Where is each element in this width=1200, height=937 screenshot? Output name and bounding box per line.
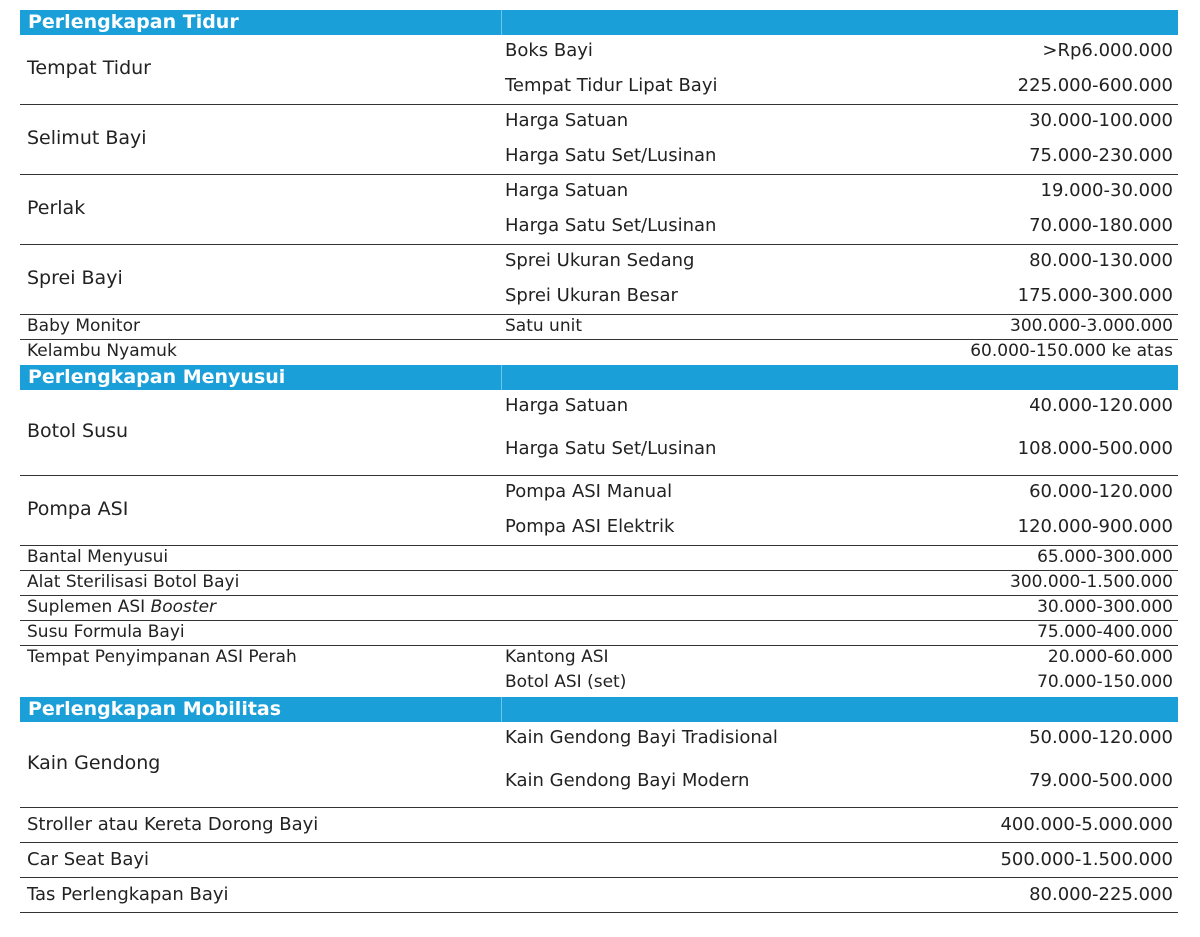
item-price: 300.000-3.000.000 [1010, 316, 1173, 336]
table-row: Baby Monitor Satu unit 300.000-3.000.000 [20, 315, 1178, 340]
table-row: Sprei Bayi Sprei Ukuran Sedang 80.000-13… [20, 245, 1178, 315]
item-name: Stroller atau Kereta Dorong Bayi [27, 814, 319, 835]
item-name-italic: Booster [150, 597, 217, 617]
item-name: Pompa ASI [27, 498, 129, 520]
section-header: Perlengkapan Menyusui [20, 365, 1178, 390]
item-name: Kelambu Nyamuk [27, 341, 177, 361]
table-row: Tempat Tidur Boks Bayi >Rp6.000.000 Temp… [20, 35, 1178, 105]
item-name: Perlak [27, 197, 86, 219]
item-variant: Boks Bayi [505, 40, 593, 61]
item-variant: Kain Gendong Bayi Modern [505, 770, 750, 791]
item-name: Susu Formula Bayi [27, 622, 185, 642]
item-price: 75.000-400.000 [1037, 622, 1173, 642]
item-name: Sprei Bayi [27, 267, 123, 289]
item-price: 80.000-225.000 [1029, 884, 1173, 905]
table-row: Car Seat Bayi 500.000-1.500.000 [20, 843, 1178, 878]
item-name: Selimut Bayi [27, 127, 147, 149]
item-variant: Kantong ASI [505, 647, 609, 667]
item-price: 20.000-60.000 [1047, 647, 1173, 667]
item-name: Bantal Menyusui [27, 547, 169, 567]
item-name: Botol Susu [27, 420, 129, 442]
item-name: Baby Monitor [27, 316, 140, 336]
item-name: Tempat Penyimpanan ASI Perah [27, 647, 297, 667]
table-row: Alat Sterilisasi Botol Bayi 300.000-1.50… [20, 571, 1178, 596]
table-row: Stroller atau Kereta Dorong Bayi 400.000… [20, 808, 1178, 843]
item-name: Kain Gendong [27, 752, 161, 774]
item-price: 400.000-5.000.000 [1000, 814, 1173, 835]
item-price: 70.000-150.000 [1037, 672, 1173, 692]
item-variant: Harga Satu Set/Lusinan [505, 215, 717, 236]
item-variant: Tempat Tidur Lipat Bayi [505, 75, 718, 96]
item-price: 120.000-900.000 [1017, 516, 1173, 537]
item-price: 30.000-100.000 [1029, 110, 1173, 131]
item-variant: Sprei Ukuran Besar [505, 285, 678, 306]
item-name: Car Seat Bayi [27, 849, 150, 870]
table-row: Kain Gendong Kain Gendong Bayi Tradision… [20, 722, 1178, 808]
item-variant: Kain Gendong Bayi Tradisional [505, 727, 778, 748]
item-variant: Harga Satuan [505, 110, 629, 131]
price-table: Perlengkapan Tidur Tempat Tidur Boks Bay… [20, 10, 1178, 913]
table-row: Tempat Penyimpanan ASI Perah Kantong ASI… [20, 646, 1178, 697]
table-row: Botol Susu Harga Satuan 40.000-120.000 H… [20, 390, 1178, 476]
item-price: 300.000-1.500.000 [1010, 572, 1173, 592]
item-price: 108.000-500.000 [1017, 438, 1173, 459]
item-price: >Rp6.000.000 [1042, 40, 1173, 61]
item-name: Tas Perlengkapan Bayi [27, 884, 229, 905]
header-divider [501, 697, 502, 722]
item-price: 175.000-300.000 [1017, 285, 1173, 306]
item-name: Alat Sterilisasi Botol Bayi [27, 572, 240, 592]
table-row: Suplemen ASI Booster 30.000-300.000 [20, 596, 1178, 621]
section-title: Perlengkapan Tidur [28, 11, 239, 33]
item-price: 60.000-120.000 [1029, 481, 1173, 502]
item-variant: Pompa ASI Elektrik [505, 516, 675, 537]
item-price: 500.000-1.500.000 [1000, 849, 1173, 870]
item-variant: Harga Satuan [505, 180, 629, 201]
item-price: 60.000-150.000 ke atas [970, 341, 1173, 361]
table-row: Pompa ASI Pompa ASI Manual 60.000-120.00… [20, 476, 1178, 546]
section-title: Perlengkapan Menyusui [28, 366, 286, 388]
item-name-text: Suplemen ASI [27, 597, 146, 617]
table-row: Tas Perlengkapan Bayi 80.000-225.000 [20, 878, 1178, 913]
item-variant: Harga Satuan [505, 395, 629, 416]
section-header: Perlengkapan Mobilitas [20, 697, 1178, 722]
item-price: 19.000-30.000 [1040, 180, 1173, 201]
section-header: Perlengkapan Tidur [20, 10, 1178, 35]
item-variant: Harga Satu Set/Lusinan [505, 438, 717, 459]
item-variant: Pompa ASI Manual [505, 481, 673, 502]
item-price: 75.000-230.000 [1029, 145, 1173, 166]
item-variant: Satu unit [505, 316, 582, 336]
item-price: 80.000-130.000 [1029, 250, 1173, 271]
section-title: Perlengkapan Mobilitas [28, 698, 282, 720]
table-row: Susu Formula Bayi 75.000-400.000 [20, 621, 1178, 646]
table-row: Bantal Menyusui 65.000-300.000 [20, 546, 1178, 571]
item-variant: Botol ASI (set) [505, 672, 627, 692]
item-price: 225.000-600.000 [1017, 75, 1173, 96]
item-price: 40.000-120.000 [1029, 395, 1173, 416]
item-price: 79.000-500.000 [1029, 770, 1173, 791]
item-price: 30.000-300.000 [1037, 597, 1173, 617]
item-variant: Sprei Ukuran Sedang [505, 250, 695, 271]
item-price: 65.000-300.000 [1037, 547, 1173, 567]
header-divider [501, 10, 502, 35]
table-row: Selimut Bayi Harga Satuan 30.000-100.000… [20, 105, 1178, 175]
item-name: Suplemen ASI Booster [27, 597, 216, 617]
item-price: 50.000-120.000 [1029, 727, 1173, 748]
table-row: Perlak Harga Satuan 19.000-30.000 Harga … [20, 175, 1178, 245]
item-price: 70.000-180.000 [1029, 215, 1173, 236]
header-divider [501, 365, 502, 390]
table-row: Kelambu Nyamuk 60.000-150.000 ke atas [20, 340, 1178, 365]
item-variant: Harga Satu Set/Lusinan [505, 145, 717, 166]
item-name: Tempat Tidur [27, 57, 151, 79]
